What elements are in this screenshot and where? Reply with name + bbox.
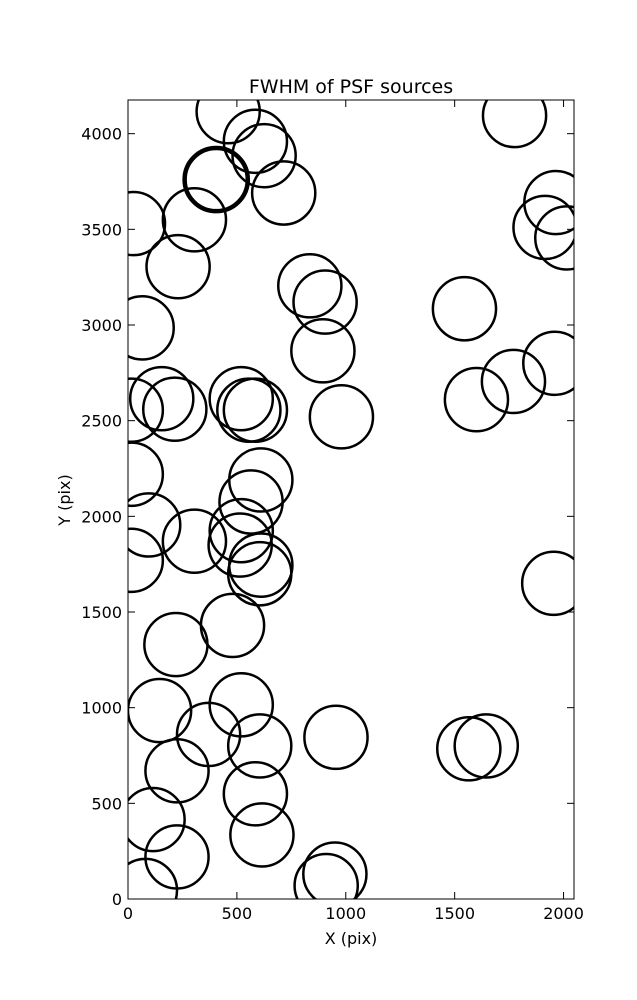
source-circle: [303, 704, 369, 771]
source-markers: [128, 100, 574, 899]
source-circle: [435, 715, 502, 782]
source-circle: [226, 540, 293, 607]
source-circle: [128, 441, 165, 508]
source-circle: [277, 252, 343, 319]
y-axis-label: Y (pix): [55, 474, 74, 526]
source-circle: [128, 295, 175, 361]
source-circle: [161, 186, 228, 253]
source-circle: [144, 824, 210, 890]
source-circle: [533, 205, 574, 271]
x-tick-label: 1500: [434, 904, 475, 923]
y-tick-label: 1000: [81, 699, 122, 718]
source-circle: [222, 377, 289, 443]
source-circle: [161, 508, 228, 575]
source-circle: [431, 275, 498, 342]
plot-frame: [127, 99, 575, 900]
source-circle: [293, 852, 359, 899]
source-circle: [141, 376, 208, 443]
y-tick-label: 3000: [81, 316, 122, 335]
source-circle: [443, 366, 510, 433]
source-circle: [520, 550, 574, 617]
y-tick-label: 4000: [81, 125, 122, 144]
source-circle: [231, 122, 297, 189]
source-circle: [143, 611, 209, 678]
x-tick-label: 1000: [325, 904, 366, 923]
x-axis-ticks: 0 500 1000 1500 2000: [123, 100, 584, 923]
source-circle: [522, 330, 574, 397]
x-tick-label: 0: [123, 904, 133, 923]
x-tick-label: 2000: [543, 904, 584, 923]
source-circle: [512, 194, 574, 261]
source-circle: [128, 857, 179, 899]
source-circle: [222, 760, 289, 827]
source-circle: [250, 160, 317, 226]
source-circle: [144, 737, 210, 804]
source-circle: [128, 190, 167, 257]
x-axis-label: X (pix): [325, 929, 378, 948]
source-circle: [145, 233, 211, 300]
source-circle: [290, 318, 356, 384]
x-tick-label: 500: [222, 904, 253, 923]
source-circle: [208, 365, 275, 432]
y-tick-label: 1500: [81, 603, 122, 622]
y-tick-label: 0: [112, 890, 122, 909]
y-tick-label: 2000: [81, 507, 122, 526]
source-circle: [128, 492, 182, 558]
source-circle: [481, 100, 548, 149]
source-circle: [222, 108, 289, 175]
source-circle: [208, 497, 275, 564]
y-tick-label: 500: [91, 794, 122, 813]
source-circle: [195, 100, 261, 145]
source-circle: [128, 365, 195, 432]
source-circle: [308, 384, 375, 450]
source-circle: [453, 713, 520, 779]
source-circle: [302, 841, 368, 899]
source-circle: [226, 713, 293, 779]
source-circle: [218, 469, 284, 535]
y-axis-ticks: 0 500 1000 1500 2000 2500 3000 3500 4000: [81, 125, 574, 909]
y-tick-label: 3500: [81, 220, 122, 239]
source-circle: [128, 786, 186, 853]
source-circle: [292, 269, 358, 335]
y-tick-label: 2500: [81, 412, 122, 431]
source-circle: [229, 802, 295, 868]
source-circle: [128, 677, 193, 744]
source-circle: [199, 592, 266, 659]
source-circle: [128, 527, 165, 594]
source-circle: [207, 512, 273, 578]
source-circle: [523, 169, 574, 236]
source-circle: [480, 348, 547, 415]
highlighted-source-circle: [182, 145, 251, 214]
chart-title: FWHM of PSF sources: [249, 76, 453, 98]
